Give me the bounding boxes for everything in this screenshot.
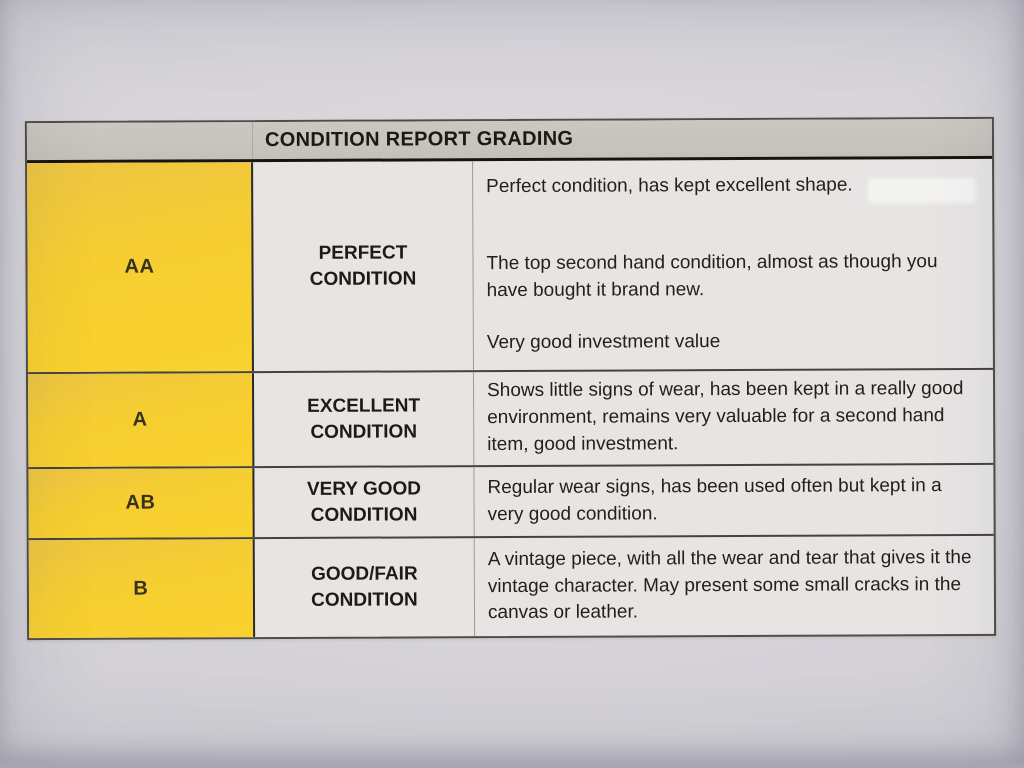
- grade-cell: AA: [27, 162, 254, 373]
- photo-bottom-edge: [0, 759, 1024, 768]
- condition-cell: EXCELLENT CONDITION: [253, 372, 475, 467]
- description-cell: A vintage piece, with all the wear and t…: [475, 536, 994, 636]
- condition-label: VERY GOOD CONDITION: [306, 478, 422, 526]
- description-cell: Shows little signs of wear, has been kep…: [474, 370, 993, 465]
- table-row: AA PERFECT CONDITION Perfect condition, …: [27, 159, 993, 373]
- condition-cell: VERY GOOD CONDITION: [254, 467, 475, 538]
- table-row: AB VERY GOOD CONDITION Regular wear sign…: [28, 462, 994, 539]
- grade-cell: A: [27, 373, 255, 468]
- condition-grading-table: CONDITION REPORT GRADING AA PERFECT COND…: [24, 116, 997, 641]
- description-paragraph: The top second hand condition, almost as…: [486, 250, 938, 301]
- header-corner-cell: [26, 122, 254, 161]
- condition-label: PERFECT CONDITION: [309, 242, 417, 290]
- description-paragraph: Perfect condition, has kept excellent sh…: [486, 174, 853, 197]
- condition-cell: GOOD/FAIR CONDITION: [254, 538, 476, 638]
- condition-label: EXCELLENT CONDITION: [307, 395, 421, 443]
- description-cell: Perfect condition, has kept excellent sh…: [473, 159, 993, 370]
- table-row: A EXCELLENT CONDITION Shows little signs…: [27, 367, 994, 468]
- description-cell: Regular wear signs, has been used often …: [474, 465, 993, 536]
- table-header: CONDITION REPORT GRADING: [26, 118, 993, 164]
- grade-cell: AB: [28, 468, 255, 539]
- condition-cell: PERFECT CONDITION: [253, 161, 474, 372]
- grade-cell: B: [28, 539, 256, 639]
- description-paragraph: Regular wear signs, has been used often …: [487, 474, 942, 525]
- table-title: CONDITION REPORT GRADING: [264, 127, 574, 152]
- table-row: B GOOD/FAIR CONDITION A vintage piece, w…: [28, 533, 995, 639]
- description-paragraph: Shows little signs of wear, has been kep…: [487, 378, 964, 456]
- condition-label: GOOD/FAIR CONDITION: [310, 563, 418, 611]
- description-paragraph: Very good investment value: [486, 331, 721, 354]
- description-paragraph: A vintage piece, with all the wear and t…: [487, 546, 972, 624]
